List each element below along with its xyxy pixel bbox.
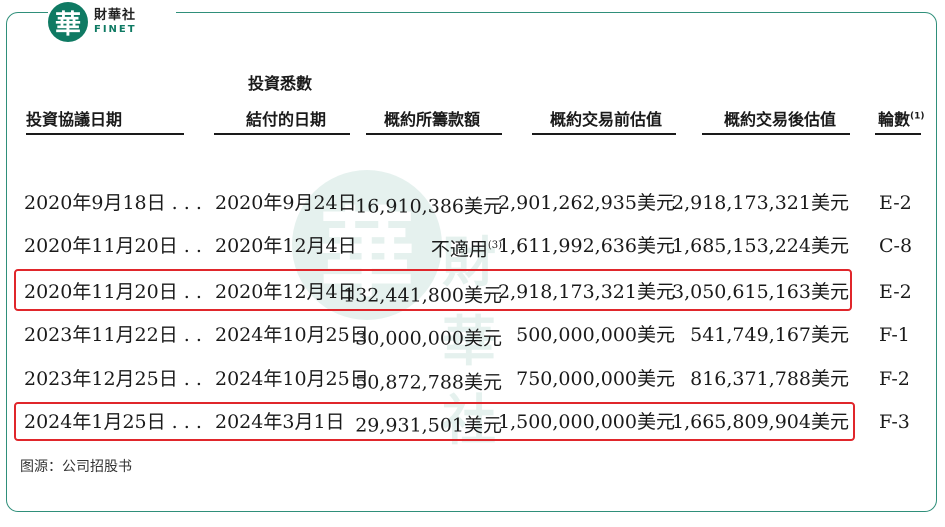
cell-settle: 2024年10月25日 xyxy=(215,324,369,346)
cell-round: F-1 xyxy=(879,324,910,346)
header-post-money: 概約交易後估值 xyxy=(724,110,837,129)
cell-raised-value: 30,000,000美元 xyxy=(355,327,502,350)
image-source-caption: 图源：公司招股书 xyxy=(20,459,132,475)
brand-text: 財華社 FINET xyxy=(94,9,137,35)
cell-date: 2020年11月20日 . . xyxy=(24,281,202,303)
header-agreement-date: 投資協議日期 xyxy=(26,110,123,129)
cell-pre-money: 1,500,000,000美元 xyxy=(497,411,675,433)
cell-post-money: 541,749,167美元 xyxy=(690,324,849,346)
cell-raised: 30,000,000美元 xyxy=(355,323,502,350)
header-round: 輪數(1) xyxy=(878,106,925,130)
cell-date: 2023年11月22日 . . xyxy=(24,324,202,346)
cell-settle: 2020年12月4日 xyxy=(215,235,357,257)
header-settlement-line2: 結付的日期 xyxy=(246,110,327,129)
cell-post-money: 1,685,153,224美元 xyxy=(671,235,849,257)
content-frame xyxy=(6,12,937,512)
header-underline xyxy=(214,133,350,135)
cell-raised: 29,931,501美元 xyxy=(355,410,502,437)
cell-settle: 2024年10月25日 xyxy=(215,368,369,390)
header-underline xyxy=(532,133,676,135)
cell-pre-money: 2,901,262,935美元 xyxy=(497,192,675,214)
cell-pre-money: 500,000,000美元 xyxy=(516,324,675,346)
header-amount-raised: 概約所籌款額 xyxy=(384,110,481,129)
cell-round: F-3 xyxy=(879,411,910,433)
cell-round: E-2 xyxy=(879,281,912,303)
cell-raised-value: 16,910,386美元 xyxy=(355,195,502,218)
cell-pre-money: 750,000,000美元 xyxy=(516,368,675,390)
cell-raised: 132,441,800美元 xyxy=(343,280,502,307)
header-settlement-line1: 投資悉數 xyxy=(248,74,313,93)
brand-mark-icon: 華 xyxy=(48,2,88,42)
cell-raised: 50,872,788美元 xyxy=(355,367,502,394)
cell-raised-value: 不適用 xyxy=(430,238,488,261)
header-underline xyxy=(875,133,921,135)
cell-post-money: 3,050,615,163美元 xyxy=(671,281,849,303)
highlight-box-row-3 xyxy=(14,269,852,311)
header-underline xyxy=(702,133,850,135)
highlight-box-row-6 xyxy=(14,402,855,441)
header-underline xyxy=(26,133,184,135)
cell-post-money: 816,371,788美元 xyxy=(690,368,849,390)
cell-round: E-2 xyxy=(879,192,912,214)
cell-round: C-8 xyxy=(879,235,913,257)
brand-logo: 華 財華社 FINET xyxy=(48,0,176,44)
brand-name-en: FINET xyxy=(94,24,137,35)
cell-date: 2020年9月18日 . . . xyxy=(24,192,202,214)
header-round-label: 輪數 xyxy=(878,110,911,129)
cell-round: F-2 xyxy=(879,368,910,390)
cell-post-money: 1,665,809,904美元 xyxy=(671,411,849,433)
cell-post-money: 2,918,173,321美元 xyxy=(671,192,849,214)
cell-pre-money: 2,918,173,321美元 xyxy=(497,281,675,303)
header-pre-money: 概約交易前估值 xyxy=(550,110,663,129)
header-underline xyxy=(366,133,502,135)
cell-raised-value: 29,931,501美元 xyxy=(355,414,502,437)
cell-raised: 不適用(3) xyxy=(431,234,502,261)
cell-date: 2020年11月20日 . . xyxy=(24,235,202,257)
cell-raised-value: 50,872,788美元 xyxy=(355,371,502,394)
cell-settle: 2020年12月4日 xyxy=(215,281,357,303)
cell-raised-value: 132,441,800美元 xyxy=(343,284,502,307)
cell-date: 2023年12月25日 . . xyxy=(24,368,202,390)
cell-settle: 2024年3月1日 xyxy=(215,411,345,433)
cell-settle: 2020年9月24日 xyxy=(215,192,357,214)
brand-name-cn: 財華社 xyxy=(94,8,137,23)
cell-date: 2024年1月25日 . . . xyxy=(24,411,202,433)
header-round-footnote: (1) xyxy=(910,111,925,122)
cell-pre-money: 1,611,992,636美元 xyxy=(497,235,675,257)
cell-raised: 16,910,386美元 xyxy=(355,191,502,218)
cell-raised-footnote: (3) xyxy=(487,240,502,251)
